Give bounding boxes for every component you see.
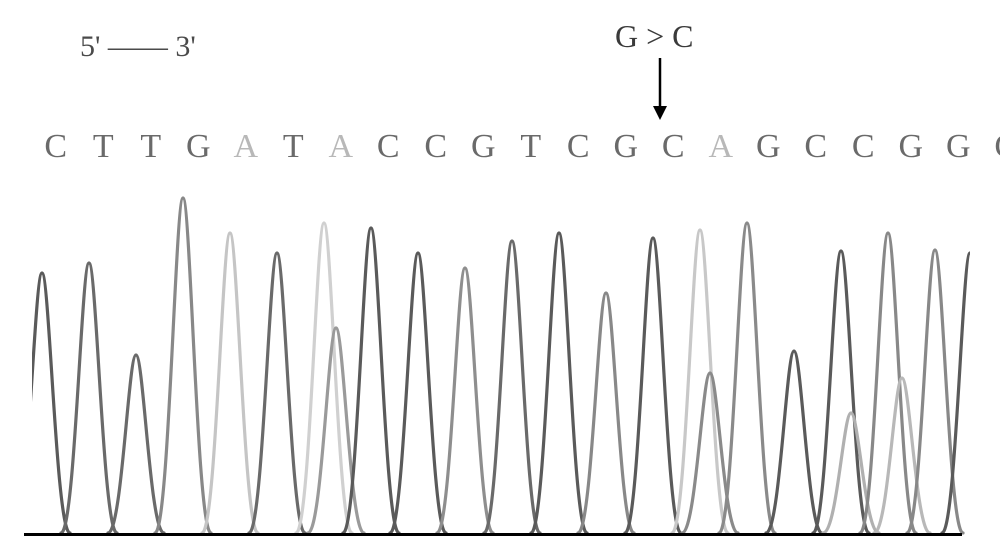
chromatogram-peak xyxy=(766,351,822,533)
mutation-text: G > C xyxy=(615,18,694,54)
base-letter: C xyxy=(365,128,413,166)
base-letter: C xyxy=(982,128,1000,166)
chromatogram-peak xyxy=(390,253,446,533)
base-letter: A xyxy=(317,128,365,166)
chromatogram-peak xyxy=(625,238,681,533)
base-letter: T xyxy=(270,128,318,166)
chromatogram-peak xyxy=(484,241,540,533)
base-letter: G xyxy=(935,128,983,166)
chromatogram-peak xyxy=(202,233,258,533)
base-letter: C xyxy=(650,128,698,166)
chromatogram-baseline xyxy=(24,533,962,536)
chromatogram-peak xyxy=(672,230,728,533)
direction-text: 5' —— 3' xyxy=(80,30,196,63)
sequence-row: CTTGATACCGTCGCAGCCGGC xyxy=(32,128,1000,166)
mutation-label: G > C xyxy=(615,18,694,55)
chromatogram-peak xyxy=(343,228,399,533)
chromatogram-peak xyxy=(61,263,117,533)
direction-label: 5' —— 3' xyxy=(80,30,196,64)
base-letter: G xyxy=(602,128,650,166)
mutation-arrow-icon xyxy=(650,58,670,120)
base-letter: C xyxy=(840,128,888,166)
base-letter: T xyxy=(507,128,555,166)
chromatogram-peak xyxy=(437,268,493,533)
base-letter: G xyxy=(175,128,223,166)
base-letter: A xyxy=(697,128,745,166)
chromatogram-peak xyxy=(32,273,70,533)
chromatogram-peak xyxy=(108,355,164,533)
base-letter: C xyxy=(32,128,80,166)
base-letter: G xyxy=(745,128,793,166)
chromatogram-peak xyxy=(249,253,305,533)
chromatogram-peak xyxy=(907,250,963,533)
base-letter: T xyxy=(80,128,128,166)
chromatogram-chart xyxy=(32,185,970,535)
base-letter: C xyxy=(792,128,840,166)
base-letter: G xyxy=(460,128,508,166)
chromatogram-peak xyxy=(813,251,869,533)
base-letter: T xyxy=(127,128,175,166)
base-letter: A xyxy=(222,128,270,166)
chromatogram-peak xyxy=(578,293,634,533)
base-letter: C xyxy=(412,128,460,166)
base-letter: G xyxy=(887,128,935,166)
chromatogram-peak xyxy=(155,198,211,533)
base-letter: C xyxy=(555,128,603,166)
chromatogram-peak xyxy=(719,223,775,533)
chromatogram-peak xyxy=(531,233,587,533)
